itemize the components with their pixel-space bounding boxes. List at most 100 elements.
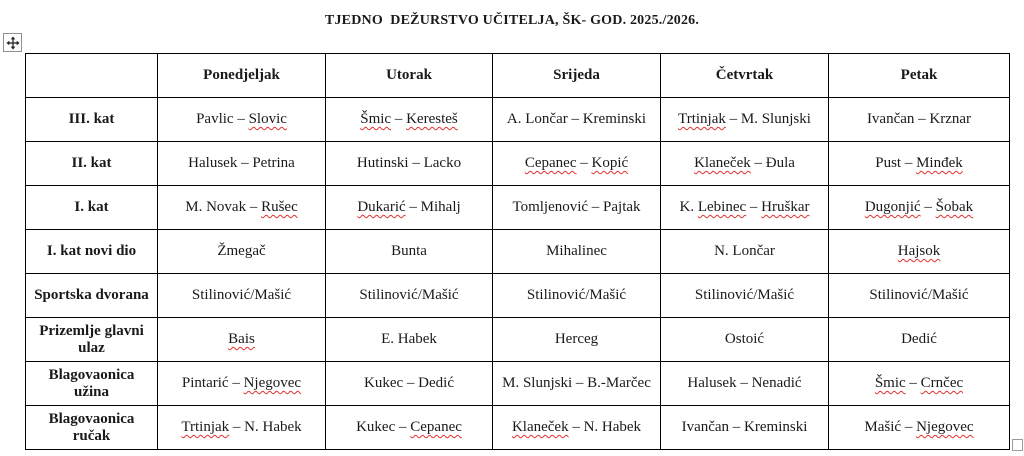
duty-cell[interactable]: M. Slunjski – B.-Marčec: [492, 361, 661, 406]
cell-text: Herceg: [554, 331, 599, 347]
duty-cell[interactable]: Ivančan – Kreminski: [660, 405, 829, 450]
duty-cell[interactable]: Hajsok: [828, 229, 1010, 274]
misspelled-word: Klaneček: [511, 419, 569, 435]
cell-text: Kukec – Dedić: [364, 375, 454, 391]
row-label[interactable]: Blagovaonica užina: [25, 361, 158, 406]
cell-text: Kukec –: [356, 419, 411, 435]
cell-text: Dedić: [901, 331, 937, 347]
row-label[interactable]: I. kat: [25, 185, 158, 230]
misspelled-word: Šmic: [874, 375, 906, 391]
misspelled-word: Lebinec: [697, 199, 747, 215]
duty-cell[interactable]: Klaneček – N. Habek: [492, 405, 661, 450]
cell-text: Stilinović/Mašić: [869, 287, 969, 303]
duty-cell[interactable]: Dugonjić – Šobak: [828, 185, 1010, 230]
duty-cell[interactable]: Ivančan – Krznar: [828, 97, 1010, 142]
duty-cell[interactable]: E. Habek: [325, 317, 493, 362]
row-label[interactable]: Blagovaonica ručak: [25, 405, 158, 450]
duty-cell[interactable]: M. Novak – Rušec: [157, 185, 326, 230]
table-move-handle[interactable]: [3, 33, 22, 52]
duty-cell[interactable]: Pavlic – Slovic: [157, 97, 326, 142]
row-label[interactable]: III. kat: [25, 97, 158, 142]
cell-text: –: [391, 111, 407, 127]
duty-cell[interactable]: Klaneček – Đula: [660, 141, 829, 186]
table-row: Sportska dvorana Stilinović/Mašić Stilinov…: [25, 273, 1010, 318]
duty-cell[interactable]: Stilinović/Mašić: [157, 273, 326, 318]
duty-cell[interactable]: Herceg: [492, 317, 661, 362]
duty-cell[interactable]: Stilinović/Mašić: [660, 273, 829, 318]
row-label[interactable]: Prizemlje glavni ulaz: [25, 317, 158, 362]
duty-cell[interactable]: Kukec – Cepanec: [325, 405, 493, 450]
cell-text: K.: [679, 199, 698, 215]
column-header[interactable]: Petak: [828, 53, 1010, 98]
column-header[interactable]: Utorak: [325, 53, 493, 98]
cell-text: – Mihalj: [405, 199, 461, 215]
duty-cell[interactable]: Mihalinec: [492, 229, 661, 274]
corner-cell[interactable]: [25, 53, 158, 98]
cell-text: – N. Habek: [568, 419, 642, 435]
column-header[interactable]: Četvrtak: [660, 53, 829, 98]
duty-cell[interactable]: Dukarić – Mihalj: [325, 185, 493, 230]
duty-cell[interactable]: Trtinjak – M. Slunjski: [660, 97, 829, 142]
cell-text: Bunta: [391, 243, 427, 259]
misspelled-word: Rušec: [261, 199, 298, 215]
cell-text: A. Lončar – Kreminski: [506, 111, 647, 127]
cell-text: N. Lončar: [714, 243, 775, 259]
row-label[interactable]: I. kat novi dio: [25, 229, 158, 274]
duty-cell[interactable]: Mašić – Njegovec: [828, 405, 1010, 450]
duty-cell[interactable]: A. Lončar – Kreminski: [492, 97, 661, 142]
misspelled-word: Šobak: [935, 199, 974, 215]
column-header[interactable]: Ponedjeljak: [157, 53, 326, 98]
duty-cell[interactable]: Halusek – Nenadić: [660, 361, 829, 406]
column-header[interactable]: Srijeda: [492, 53, 661, 98]
duty-cell[interactable]: Tomljenović – Pajtak: [492, 185, 661, 230]
table-row: II. kat Halusek – Petrina Hutinski – Lacko…: [25, 141, 1010, 186]
misspelled-word: Slovic: [248, 111, 287, 127]
misspelled-word: Dukarić: [357, 199, 406, 215]
duty-cell[interactable]: Hutinski – Lacko: [325, 141, 493, 186]
cell-text: Stilinović/Mašić: [359, 287, 459, 303]
row-label[interactable]: II. kat: [25, 141, 158, 186]
table-row: I. kat novi dio Žmegač Bunta Mihalinec N. Lo…: [25, 229, 1010, 274]
misspelled-word: Šmic: [360, 111, 392, 127]
duty-cell[interactable]: Kukec – Dedić: [325, 361, 493, 406]
duty-cell[interactable]: Dedić: [828, 317, 1010, 362]
duty-cell[interactable]: Pust – Minđek: [828, 141, 1010, 186]
duty-cell[interactable]: Trtinjak – N. Habek: [157, 405, 326, 450]
duty-cell[interactable]: K. Lebinec – Hruškar: [660, 185, 829, 230]
table-resize-handle[interactable]: [1012, 439, 1023, 451]
cell-text: Pust –: [875, 155, 917, 171]
duty-cell[interactable]: Bais: [157, 317, 326, 362]
misspelled-word: Minđek: [916, 155, 963, 171]
table-row: Blagovaonica užina Pintarić – Njegovec Kuk…: [25, 361, 1010, 406]
misspelled-word: Kopić: [591, 155, 629, 171]
duty-cell[interactable]: Stilinović/Mašić: [828, 273, 1010, 318]
duty-cell[interactable]: Žmegač: [157, 229, 326, 274]
misspelled-word: Keresteš: [406, 111, 458, 127]
cell-text: – M. Slunjski: [725, 111, 811, 127]
row-label[interactable]: Sportska dvorana: [25, 273, 158, 318]
duty-cell[interactable]: N. Lončar: [660, 229, 829, 274]
cell-text: Halusek – Nenadić: [687, 375, 802, 391]
duty-cell[interactable]: Ostoić: [660, 317, 829, 362]
duty-cell[interactable]: Pintarić – Njegovec: [157, 361, 326, 406]
cell-text: Stilinović/Mašić: [191, 287, 292, 303]
cell-text: –: [576, 155, 592, 171]
duty-cell[interactable]: Šmic – Crnčec: [828, 361, 1010, 406]
table-row: Prizemlje glavni ulaz Bais E. Habek Herceg O…: [25, 317, 1010, 362]
duty-cell[interactable]: Halusek – Petrina: [157, 141, 326, 186]
duty-cell[interactable]: Stilinović/Mašić: [492, 273, 661, 318]
cell-text: Pavlic –: [196, 111, 249, 127]
duty-cell[interactable]: Bunta: [325, 229, 493, 274]
duty-cell[interactable]: Stilinović/Mašić: [325, 273, 493, 318]
cell-text: Stilinović/Mašić: [526, 287, 627, 303]
misspelled-word: Crnčec: [920, 375, 964, 391]
cell-text: – N. Habek: [229, 419, 302, 435]
cell-text: Mihalinec: [546, 243, 607, 259]
duty-cell[interactable]: Cepanec – Kopić: [492, 141, 661, 186]
misspelled-word: Trtinjak: [181, 419, 230, 435]
table-row: I. kat M. Novak – Rušec Dukarić – Mihalj To…: [25, 185, 1010, 230]
duty-cell[interactable]: Šmic – Keresteš: [325, 97, 493, 142]
table-row: III. kat Pavlic – Slovic Šmic – Keresteš A.…: [25, 97, 1010, 142]
cell-text: M. Slunjski – B.-Marčec: [502, 375, 651, 391]
misspelled-word: Trtinjak: [678, 111, 726, 127]
